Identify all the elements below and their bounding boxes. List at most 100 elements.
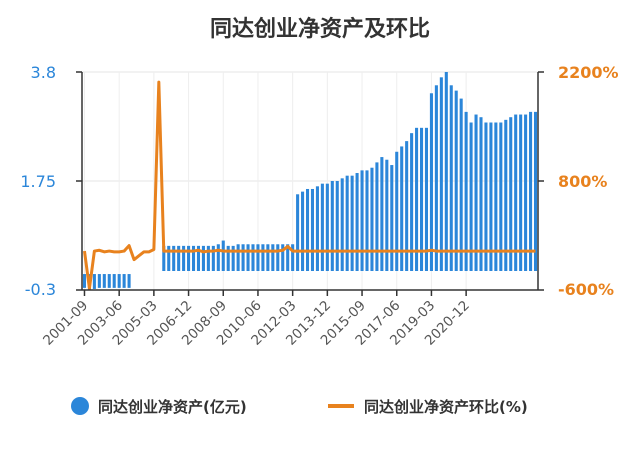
bar [276,244,280,271]
bar [301,191,305,271]
bar [335,181,339,271]
bar [201,245,205,271]
bar [177,245,181,271]
bar [524,114,528,271]
bar [320,183,324,271]
bar [370,167,374,271]
bar [187,245,191,271]
bar [459,98,463,271]
bar [117,274,121,288]
bar [469,122,473,271]
legend-bar-marker [71,397,89,415]
line-path [82,80,536,290]
bar [439,77,443,271]
bar [315,186,319,271]
legend-line-label: 同达创业净资产环比(%) [364,398,528,416]
bar [444,72,448,271]
bar [330,181,334,271]
bar [499,122,503,271]
bar [172,245,176,271]
bar [365,170,369,271]
line-series [82,80,536,290]
chart-title: 同达创业净资产及环比 [210,16,430,42]
bar [474,114,478,271]
bar [241,244,245,271]
bar [246,244,250,271]
bar [226,245,230,271]
right-tick-bottom: -600% [558,280,614,299]
bar [419,127,424,271]
bar [231,245,235,271]
bar [350,175,354,271]
bar [514,114,518,271]
bar [271,244,275,271]
bar [529,111,533,271]
bar [296,194,300,271]
x-axis-ticks: 2001-092003-062005-032006-122008-092010-… [40,290,473,349]
bar [286,244,290,271]
bar [385,159,389,271]
bar [191,245,196,271]
bar [494,122,498,271]
bar [429,93,433,272]
bar [182,245,186,271]
bar [122,274,126,288]
bar [424,127,429,271]
bar [449,85,453,271]
bar [454,90,458,271]
bar [400,146,404,271]
bar [415,127,419,271]
bar [251,244,255,271]
axes [76,71,544,291]
bar [221,240,225,271]
bar [533,111,538,271]
bar [281,244,285,271]
bar [464,111,468,271]
bar [256,244,260,271]
bar [519,114,523,271]
bar [355,173,359,271]
bar [206,245,210,271]
left-tick-mid: 1.75 [20,172,56,191]
bar [196,245,201,271]
left-tick-bottom: -0.3 [25,280,56,299]
bar [405,141,409,271]
bar [92,274,96,289]
bar [266,244,270,271]
bar-series [82,72,538,290]
legend-line-marker [328,404,354,408]
bar [410,133,414,271]
bar [82,274,87,288]
bar [127,274,131,288]
bar [345,175,349,271]
bar [479,117,483,271]
bar [484,122,488,271]
bar [434,85,438,271]
bar [390,165,394,271]
bar [305,188,310,271]
bar [107,274,111,288]
bar [489,122,493,271]
bar [162,245,166,271]
legend: 同达创业净资产(亿元) 同达创业净资产环比(%) [71,397,528,416]
bar [211,245,215,271]
bar [261,244,265,271]
bar [325,183,329,271]
right-tick-top: 2200% [558,63,619,82]
legend-bar-label: 同达创业净资产(亿元) [98,398,247,416]
left-axis-ticks: 3.8 1.75 -0.3 [20,63,56,299]
bar [395,151,399,271]
bar [167,245,171,271]
bar [375,162,379,271]
bar [291,244,295,271]
bar [504,119,508,271]
right-axis-ticks: 2200% 800% -600% [558,63,619,299]
left-tick-top: 3.8 [31,63,56,82]
bar [236,244,240,271]
bar [380,157,384,271]
bar [360,170,364,271]
bar [97,274,101,288]
right-tick-mid: 800% [558,172,607,191]
bar [509,117,513,271]
